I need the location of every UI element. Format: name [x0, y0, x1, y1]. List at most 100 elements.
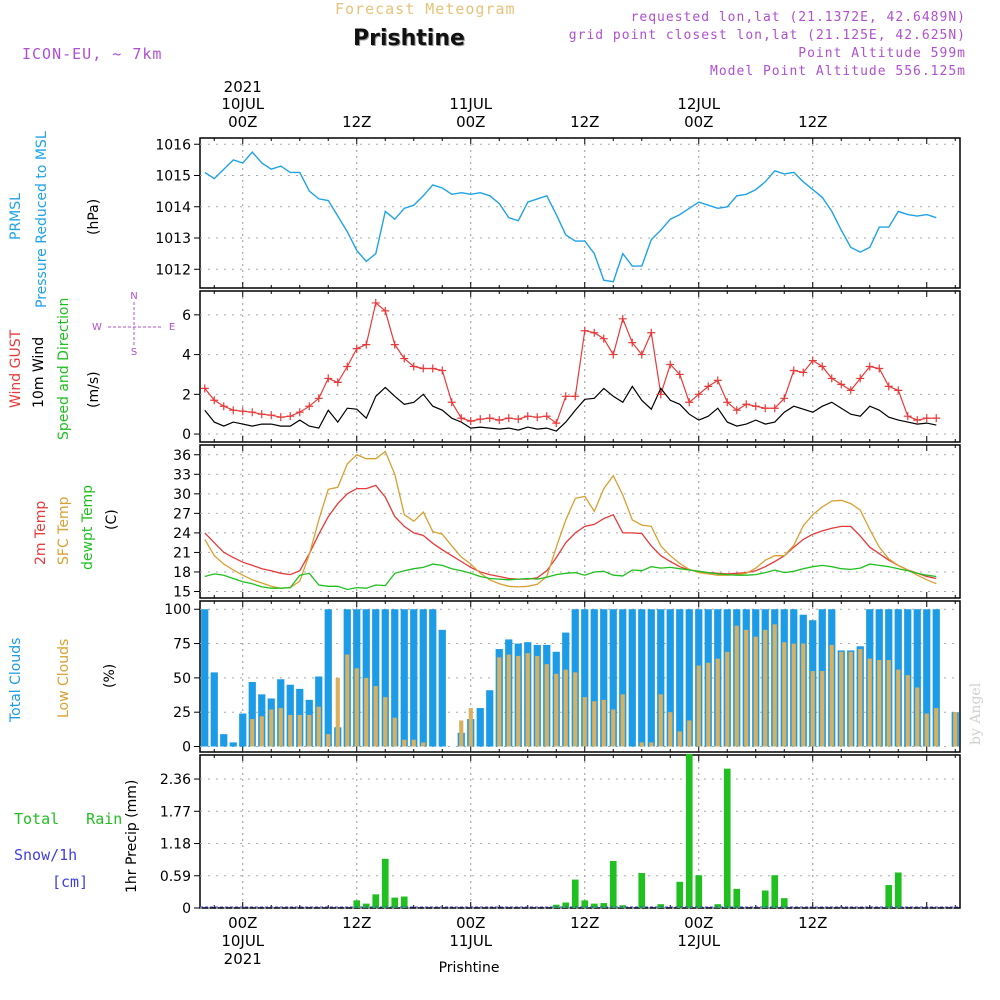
gust-point [504, 414, 513, 423]
rain-bar [885, 885, 893, 908]
gust-point [552, 419, 561, 428]
precip-frame [199, 754, 961, 909]
precip-ytick-label: 1.18 [160, 837, 191, 853]
temp-line-2 [204, 563, 937, 591]
low-cloud-bar [392, 717, 397, 747]
model-altitude: Model Point Altitude 556.125m [710, 64, 966, 79]
gust-point [704, 382, 713, 391]
rain-bar [695, 875, 703, 908]
gust-point [884, 382, 893, 391]
bottom-date-label: 12JUL [677, 932, 720, 950]
gust-point [780, 394, 789, 403]
rain-bar [780, 898, 788, 908]
rain-bar [400, 896, 408, 908]
low-cloud-bar [411, 739, 416, 747]
bottom-hour-label: 00Z [456, 914, 485, 932]
gust-point [400, 354, 409, 363]
gust-point [846, 386, 855, 395]
gust-point [865, 362, 874, 371]
wind-ytick-label: 2 [182, 387, 191, 403]
low-cloud-bar [829, 644, 834, 747]
gust-point [875, 364, 884, 373]
rain-bar [372, 894, 380, 908]
total-cloud-bar [419, 609, 427, 747]
low-cloud-bar [544, 664, 549, 747]
gust-point [647, 328, 656, 337]
rain-bar [894, 872, 902, 908]
gust-point [276, 413, 285, 422]
gust-point [894, 386, 903, 395]
bottom-date-label: 10JUL [221, 932, 264, 950]
snow-label: Snow/1h [14, 846, 78, 864]
gust-point [257, 410, 266, 419]
rain-bar [609, 861, 617, 908]
compass-w: W [92, 322, 102, 333]
gust-point [932, 414, 941, 423]
gust-point [314, 394, 323, 403]
total-cloud-bar [486, 690, 494, 747]
low-cloud-bar [658, 694, 663, 747]
total-cloud-bar [429, 609, 437, 747]
total-cloud-bar [381, 609, 389, 747]
low-cloud-bar [715, 658, 720, 747]
low-cloud-bar [782, 642, 787, 747]
low-cloud-bar [335, 677, 340, 747]
rain-bar [771, 875, 779, 908]
point-altitude: Point Altitude 599m [798, 46, 966, 61]
gust-point [609, 350, 618, 359]
gust-point [799, 368, 808, 377]
gust-point [267, 411, 276, 420]
low-cloud-bar [734, 625, 739, 747]
total-cloud-bar [201, 609, 209, 747]
low-cloud-bar [601, 699, 606, 747]
wind-ytick-label: 0 [182, 427, 191, 443]
gust-point [476, 415, 485, 424]
low-cloud-bar [383, 697, 388, 747]
total-cloud-bar [581, 609, 589, 747]
pressure-ytick-label: 1012 [155, 262, 191, 278]
gust-point [419, 364, 428, 373]
rain-label: Total Rain [14, 810, 123, 828]
low-cloud-bar [354, 668, 359, 747]
gust-point [742, 400, 751, 409]
clouds-ytick-label: 100 [164, 602, 191, 618]
gust-point [856, 374, 865, 383]
requested-coords: requested lon,lat (21.1372E, 42.6489N) [630, 10, 966, 25]
temp-line-0 [204, 484, 937, 580]
total-cloud-bar [248, 681, 256, 747]
low-cloud-bar [468, 708, 473, 747]
low-cloud-bar [611, 709, 616, 747]
top-hour-label: 00Z [456, 113, 485, 131]
low-cloud-bar [326, 734, 331, 747]
rain-bar [657, 904, 665, 908]
low-cloud-bar [345, 654, 350, 747]
bottom-hour-label: 00Z [684, 914, 713, 932]
low-cloud-bar [250, 719, 255, 747]
total-cloud-bar [400, 609, 408, 747]
gust-point [837, 380, 846, 389]
temp-ytick-label: 15 [173, 584, 191, 600]
gust-point [438, 366, 447, 375]
gust-point [343, 362, 352, 371]
low-cloud-bar [649, 742, 654, 747]
gust-point [305, 402, 314, 411]
low-cloud-bar [744, 629, 749, 747]
low-cloud-bar [820, 671, 825, 747]
wind-frame [199, 290, 961, 443]
gust-point [495, 416, 504, 425]
total-cloud-bar [590, 609, 598, 747]
low-cloud-bar [753, 636, 758, 747]
compass-s: S [131, 347, 137, 358]
total-cloud-bar [410, 609, 418, 747]
gust-point [352, 344, 361, 353]
top-year-label: 2021 [224, 78, 262, 96]
gust-point [637, 350, 646, 359]
gust-point [428, 364, 437, 373]
low-cloud-bar [886, 660, 891, 747]
gust-point [485, 414, 494, 423]
rain-bar [562, 902, 570, 908]
low-cloud-bar [725, 651, 730, 747]
gust-point [656, 390, 665, 399]
low-cloud-bar [582, 697, 587, 747]
low-cloud-bar [858, 649, 863, 747]
